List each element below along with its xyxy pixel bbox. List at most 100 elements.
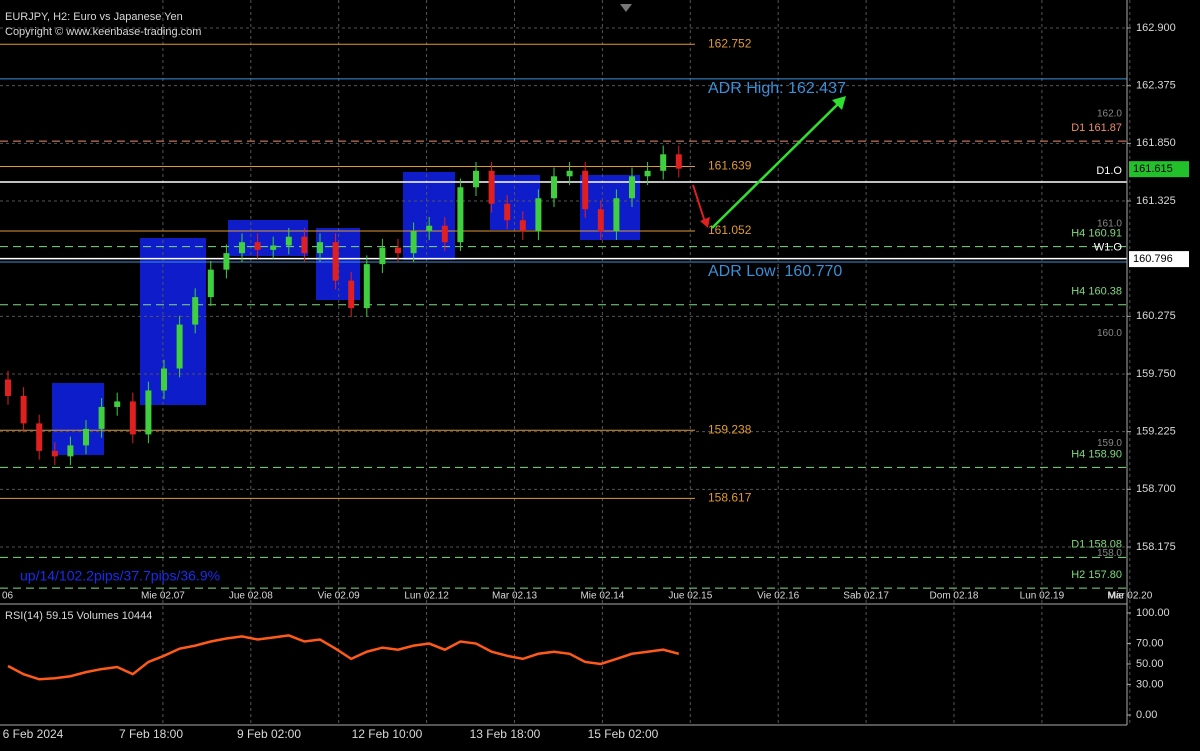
candle-body [582, 170, 589, 210]
round-level-label: 159.0 [1097, 438, 1122, 449]
y-tick-label: 70.00 [1136, 637, 1164, 649]
candle-body [114, 401, 121, 407]
candle-body [613, 198, 620, 232]
pivot-label: 161.639 [708, 159, 752, 173]
up-arrow-head [832, 96, 846, 110]
candle-body [36, 423, 43, 451]
candle-body [410, 231, 417, 254]
candle-body [363, 264, 370, 309]
symbol-title: EURJPY, H2: Euro vs Japanese Yen [5, 11, 183, 23]
candle-body [270, 245, 277, 250]
y-tick-label: 159.225 [1136, 426, 1176, 438]
x-tick-label: Jue 02.15 [668, 591, 712, 602]
rsi-line [7, 634, 680, 681]
y-tick-label: 158.700 [1136, 483, 1176, 495]
y-tick-label: 159.750 [1136, 368, 1176, 380]
x-tick-label: Lun 02.12 [404, 591, 449, 602]
level-label: H4 158.90 [1071, 448, 1122, 460]
down-arrow [692, 184, 706, 223]
candle-body [254, 242, 261, 250]
y-tick-label: 30.00 [1136, 678, 1164, 690]
candle-body [535, 198, 542, 232]
candle-body [332, 242, 339, 281]
x-tick-label: 12 Feb 10:00 [352, 727, 423, 741]
candle-body [675, 154, 682, 169]
candle-body [51, 450, 58, 457]
candle-body [223, 253, 230, 270]
x-tick-label: Mie 02.07 [141, 591, 185, 602]
y-tick-label: 161.850 [1136, 137, 1176, 149]
x-tick-label: Sab 02.17 [843, 591, 889, 602]
candle-body [395, 247, 401, 254]
candle-body [67, 445, 74, 457]
adr-label: ADR Low: 160.770 [708, 263, 842, 280]
round-level-label: 161.0 [1097, 218, 1122, 229]
candle-body [239, 242, 245, 254]
candle-body [20, 395, 27, 424]
x-tick-label: Jue 02.08 [229, 591, 273, 602]
candle-body [301, 236, 308, 254]
price-tag [1129, 161, 1189, 178]
candle-body [98, 406, 105, 429]
copyright: Copyright © www.keenbase-trading.com [5, 26, 201, 38]
candle-body [176, 324, 183, 369]
level-label: W1.O [1094, 242, 1123, 254]
stats-note: up/14/102.2pips/37.7pips/36.9% [20, 568, 220, 584]
x-tick-label: 06 [2, 591, 14, 602]
candle-body [644, 170, 651, 177]
candle-body [629, 176, 635, 199]
candle-body [83, 428, 89, 446]
x-tick-label: Vie 02.16 [757, 591, 800, 602]
candle-body [457, 187, 464, 243]
y-tick-label: 161.325 [1136, 195, 1176, 207]
candle-body [504, 203, 511, 221]
x-tick-label: Dom 02.18 [930, 591, 979, 602]
candle-body [161, 368, 167, 391]
price-tag-label: 160.796 [1133, 253, 1173, 265]
level-label: D1 158.08 [1071, 538, 1122, 550]
candle-body [488, 170, 495, 204]
round-level-label: 158.0 [1097, 548, 1122, 559]
pivot-label: 158.617 [708, 491, 752, 505]
pivot-label: 162.752 [708, 36, 752, 50]
candle-body [441, 225, 448, 243]
candle-body [551, 176, 557, 199]
candle-body [207, 269, 214, 298]
round-level-label: 162.0 [1097, 109, 1122, 120]
x-tick-label: Mar 02.13 [492, 591, 537, 602]
candle-body [519, 220, 526, 232]
x-tick-label: Mie 02.14 [580, 591, 624, 602]
x-tick-label: 15 Feb 02:00 [588, 727, 659, 741]
candle-body [426, 225, 433, 232]
rsi-title: RSI(14) 59.15 Volumes 10444 [5, 610, 152, 622]
candle-body [145, 390, 152, 435]
candle-body [597, 209, 604, 232]
y-tick-label: 160.275 [1136, 310, 1176, 322]
level-label: D1 161.87 [1071, 122, 1122, 134]
levels: 162.0 161.0 160.0 159.0 158.0 162.752 D1 161.8… [0, 36, 1189, 589]
x-tick-label: Mar 02.20 [1107, 591, 1152, 602]
candle-body [317, 242, 323, 254]
x-tick-label: Lun 02.19 [1020, 591, 1065, 602]
price-tag [1129, 251, 1189, 268]
pivot-label: 161.052 [708, 223, 752, 237]
up-arrow [711, 101, 841, 229]
y-tick-label: 162.375 [1136, 80, 1176, 92]
candle-body [192, 297, 199, 325]
x-tick-label: 7 Feb 18:00 [119, 727, 183, 741]
level-label: H4 160.91 [1071, 227, 1122, 239]
candle-body [285, 236, 292, 246]
level-label: H2 157.80 [1071, 569, 1122, 581]
adr-label: ADR High: 162.437 [708, 80, 846, 97]
x-tick-label: Vie 02.09 [318, 591, 361, 602]
round-level-label: 160.0 [1097, 328, 1122, 339]
y-tick-label: 0.00 [1136, 709, 1157, 721]
pivot-label: 159.238 [708, 422, 752, 436]
x-tick-label: 6 Feb 2024 [3, 727, 64, 741]
down-arrow-head [700, 217, 710, 228]
y-tick-label: 100.00 [1136, 607, 1170, 619]
candle-body [566, 170, 573, 177]
candle-body [473, 170, 479, 188]
